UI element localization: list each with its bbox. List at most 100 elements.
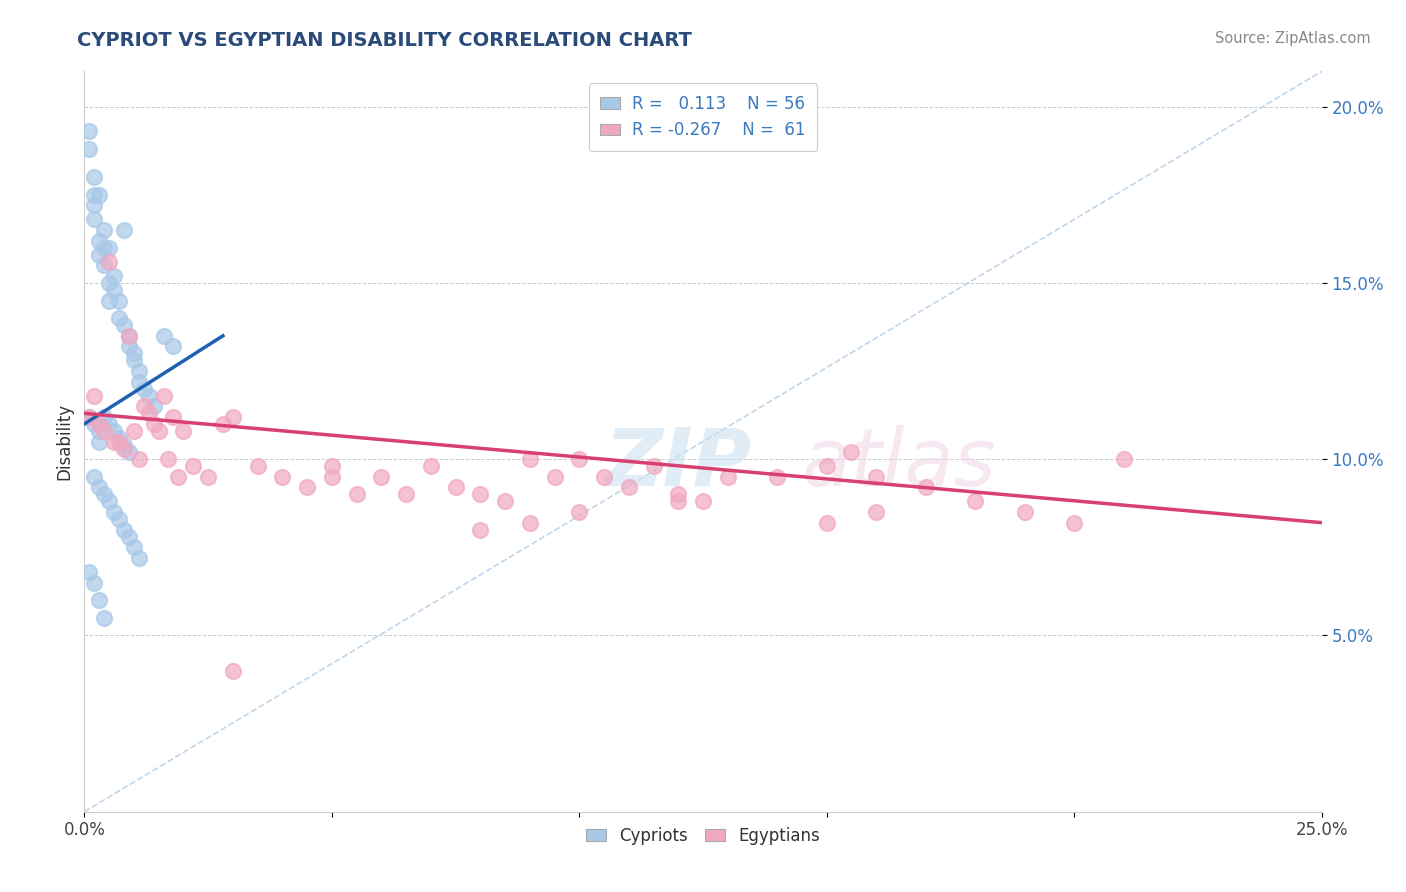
Point — [1112, 452, 1135, 467]
Point — [89, 480, 111, 494]
Point — [172, 424, 194, 438]
Point — [568, 452, 591, 467]
Point — [93, 611, 115, 625]
Point — [717, 470, 740, 484]
Point — [83, 170, 105, 185]
Point — [132, 399, 155, 413]
Point — [112, 223, 135, 237]
Point — [98, 417, 121, 431]
Point — [118, 339, 141, 353]
Point — [89, 248, 111, 262]
Text: Source: ZipAtlas.com: Source: ZipAtlas.com — [1215, 31, 1371, 46]
Point — [108, 431, 131, 445]
Point — [593, 470, 616, 484]
Point — [643, 459, 665, 474]
Point — [181, 459, 204, 474]
Point — [152, 328, 174, 343]
Point — [346, 487, 368, 501]
Point — [98, 494, 121, 508]
Point — [132, 382, 155, 396]
Point — [815, 459, 838, 474]
Point — [93, 487, 115, 501]
Point — [108, 434, 131, 449]
Point — [271, 470, 294, 484]
Point — [98, 254, 121, 268]
Point — [108, 293, 131, 308]
Point — [222, 409, 245, 424]
Point — [1063, 516, 1085, 530]
Point — [128, 364, 150, 378]
Point — [815, 516, 838, 530]
Point — [79, 124, 101, 138]
Point — [122, 541, 145, 555]
Point — [321, 470, 343, 484]
Point — [83, 389, 105, 403]
Point — [118, 328, 141, 343]
Point — [865, 505, 887, 519]
Point — [93, 241, 115, 255]
Point — [162, 409, 184, 424]
Point — [142, 417, 165, 431]
Point — [108, 311, 131, 326]
Point — [128, 452, 150, 467]
Point — [98, 293, 121, 308]
Point — [519, 452, 541, 467]
Point — [965, 494, 987, 508]
Point — [79, 142, 101, 156]
Point — [89, 434, 111, 449]
Point — [118, 328, 141, 343]
Point — [83, 417, 105, 431]
Point — [103, 424, 125, 438]
Point — [93, 424, 115, 438]
Text: ZIP: ZIP — [605, 425, 751, 503]
Point — [79, 565, 101, 579]
Point — [83, 212, 105, 227]
Point — [83, 575, 105, 590]
Point — [79, 409, 101, 424]
Point — [89, 234, 111, 248]
Point — [157, 452, 180, 467]
Point — [112, 442, 135, 456]
Point — [89, 417, 111, 431]
Point — [89, 187, 111, 202]
Point — [93, 223, 115, 237]
Point — [122, 424, 145, 438]
Point — [112, 318, 135, 333]
Point — [112, 523, 135, 537]
Point — [395, 487, 418, 501]
Point — [138, 389, 160, 403]
Point — [766, 470, 789, 484]
Point — [152, 389, 174, 403]
Point — [98, 276, 121, 290]
Point — [148, 424, 170, 438]
Point — [519, 516, 541, 530]
Point — [444, 480, 467, 494]
Point — [142, 399, 165, 413]
Point — [543, 470, 565, 484]
Point — [295, 480, 318, 494]
Text: CYPRIOT VS EGYPTIAN DISABILITY CORRELATION CHART: CYPRIOT VS EGYPTIAN DISABILITY CORRELATI… — [77, 31, 692, 50]
Point — [93, 409, 115, 424]
Point — [93, 258, 115, 272]
Point — [83, 187, 105, 202]
Point — [122, 346, 145, 360]
Point — [89, 424, 111, 438]
Point — [167, 470, 190, 484]
Point — [321, 459, 343, 474]
Point — [914, 480, 936, 494]
Point — [419, 459, 441, 474]
Point — [666, 494, 689, 508]
Point — [118, 530, 141, 544]
Point — [89, 593, 111, 607]
Point — [98, 241, 121, 255]
Point — [470, 523, 492, 537]
Point — [103, 434, 125, 449]
Point — [865, 470, 887, 484]
Point — [112, 438, 135, 452]
Y-axis label: Disability: Disability — [55, 403, 73, 480]
Text: atlas: atlas — [801, 425, 997, 503]
Point — [197, 470, 219, 484]
Point — [222, 664, 245, 678]
Point — [103, 268, 125, 283]
Point — [83, 198, 105, 212]
